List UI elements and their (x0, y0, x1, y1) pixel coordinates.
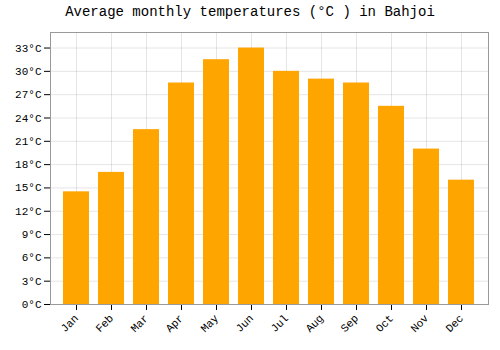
svg-text:Jul: Jul (269, 312, 291, 334)
svg-text:May: May (199, 312, 222, 335)
svg-text:21°C: 21°C (15, 136, 42, 148)
svg-text:Mar: Mar (129, 312, 151, 334)
svg-text:3°C: 3°C (22, 276, 42, 288)
svg-text:24°C: 24°C (15, 113, 42, 125)
svg-text:Oct: Oct (374, 312, 396, 334)
svg-text:9°C: 9°C (22, 229, 42, 241)
svg-text:12°C: 12°C (15, 206, 42, 218)
svg-text:Nov: Nov (409, 312, 432, 335)
svg-text:0°C: 0°C (22, 299, 42, 311)
svg-text:6°C: 6°C (22, 252, 42, 264)
svg-text:Apr: Apr (164, 312, 186, 334)
svg-text:Feb: Feb (94, 312, 116, 334)
svg-text:18°C: 18°C (15, 159, 42, 171)
svg-text:Aug: Aug (304, 312, 326, 334)
svg-text:Sep: Sep (339, 312, 361, 334)
svg-text:33°C: 33°C (15, 43, 42, 55)
html-text:Average monthly temperatures (: Average monthly temperatures (°C ) in Ba… (65, 4, 435, 20)
svg-text:Jun: Jun (234, 312, 256, 334)
svg-text:Jan: Jan (59, 312, 81, 334)
svg-text:Dec: Dec (444, 312, 466, 334)
svg-text:30°C: 30°C (15, 66, 42, 78)
svg-text:27°C: 27°C (15, 89, 42, 101)
svg-text:15°C: 15°C (15, 182, 42, 194)
